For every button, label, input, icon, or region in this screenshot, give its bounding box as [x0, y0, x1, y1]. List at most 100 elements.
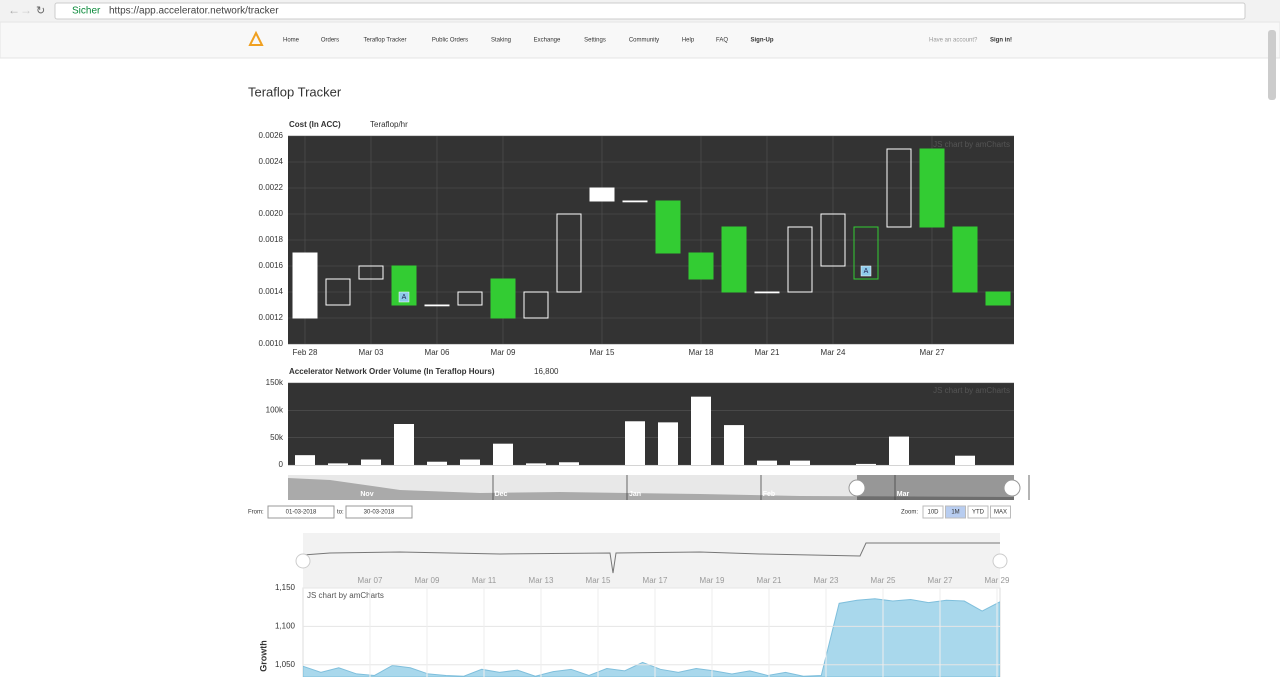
candle-body: [556, 213, 582, 293]
navigator-area: [288, 478, 1014, 500]
credit: JS chart by amCharts: [933, 140, 1010, 149]
url-box[interactable]: [54, 2, 1246, 20]
bar: [625, 421, 645, 465]
candle-body: [325, 278, 351, 306]
navigator-handle[interactable]: [848, 479, 866, 497]
nav-item[interactable]: Community: [629, 38, 659, 44]
scroll-label: Mar 13: [529, 576, 554, 585]
bar: [856, 463, 876, 465]
logo[interactable]: [248, 30, 264, 46]
marker: [860, 265, 872, 277]
scroll-label: Mar 25: [871, 576, 896, 585]
marker-label: A: [864, 268, 869, 275]
back-icon[interactable]: ←: [8, 3, 20, 17]
scrollbar-thumb[interactable]: [1268, 30, 1276, 100]
bar: [691, 396, 711, 465]
nav-item[interactable]: Help: [682, 38, 695, 44]
scrollbar-handle[interactable]: [295, 553, 311, 569]
scroll-label: Mar 29: [985, 576, 1010, 585]
scroll-label: Mar 21: [757, 576, 782, 585]
y-tick-label: 0.0018: [259, 235, 284, 244]
nav-item[interactable]: Settings: [584, 38, 606, 44]
account-prompt: Have an account?: [929, 38, 978, 44]
to-input[interactable]: [345, 505, 413, 519]
reload-icon[interactable]: ↻: [36, 5, 45, 17]
navigator-label: Dec: [495, 491, 508, 498]
bar: [658, 422, 678, 465]
nav-item[interactable]: FAQ: [716, 38, 728, 44]
navigator-label: Mar: [897, 491, 910, 498]
from-value: 01-03-2018: [286, 510, 317, 516]
nav-item[interactable]: Sign-Up: [751, 38, 774, 44]
bar: [328, 463, 348, 465]
marker: [398, 291, 410, 303]
to-label: to:: [337, 510, 344, 516]
candle-body: [655, 200, 681, 254]
candle-body: [985, 291, 1011, 306]
x-tick-label: Feb 28: [293, 348, 318, 357]
zoom-button-label: YTD: [972, 510, 985, 516]
y-tick-label: 1,150: [275, 583, 296, 592]
y-tick-label: 0.0024: [259, 157, 284, 166]
url[interactable]: https://app.accelerator.network/tracker: [109, 6, 279, 17]
scroll-label: Mar 09: [415, 576, 440, 585]
from-label: From:: [248, 510, 264, 516]
candle-body: [589, 187, 615, 202]
navigator-label: Feb: [763, 491, 775, 498]
x-tick-label: Mar 21: [755, 348, 780, 357]
navbar: [0, 21, 1280, 59]
candle-body: [919, 148, 945, 228]
candle-body: [523, 291, 549, 319]
to-value: 30-03-2018: [364, 510, 395, 516]
y-tick-label: 1,100: [275, 621, 296, 630]
nav-item[interactable]: Exchange: [534, 38, 561, 44]
x-tick-label: Mar 27: [920, 348, 945, 357]
zoom-button[interactable]: [990, 505, 1011, 519]
navigator-handle[interactable]: [1003, 479, 1021, 497]
sign-in[interactable]: Sign in!: [990, 38, 1012, 44]
scroll-label: Mar 19: [700, 576, 725, 585]
candle-body: [886, 148, 912, 228]
candle-body: [490, 278, 516, 319]
navigator-label: Nov: [360, 491, 373, 498]
nav-items: Home Orders Teraflop Tracker Public Orders S…: [283, 38, 774, 44]
scrollbar-handle[interactable]: [992, 553, 1008, 569]
candle-body: [787, 226, 813, 293]
nav-item[interactable]: Home: [283, 38, 300, 44]
zoom-button[interactable]: [945, 505, 966, 519]
scrollbar[interactable]: [303, 533, 1000, 588]
bar: [526, 463, 546, 465]
zoom-button-label: 10D: [927, 510, 939, 516]
candle-body: [754, 291, 780, 294]
bar: [295, 455, 315, 465]
y-tick-label: 0.0020: [259, 209, 284, 218]
zoom-button-label: MAX: [994, 510, 1007, 516]
zoom-button[interactable]: [967, 505, 989, 519]
page-title: Teraflop Tracker: [248, 84, 342, 99]
growth-area: [303, 598, 1000, 677]
nav-item[interactable]: Orders: [321, 38, 339, 44]
candle-body: [457, 291, 483, 306]
nav-item[interactable]: Staking: [491, 38, 511, 44]
forward-icon[interactable]: →: [20, 3, 32, 17]
candle-unit: Teraflop/hr: [370, 120, 408, 129]
y-tick-label: 0.0026: [259, 131, 284, 140]
from-input[interactable]: [267, 505, 335, 519]
y-tick-label: 100k: [266, 405, 284, 414]
navigator-selection[interactable]: [857, 475, 1014, 500]
credit: JS chart by amCharts: [307, 591, 384, 600]
nav-item[interactable]: Teraflop Tracker: [363, 38, 406, 44]
y-tick-label: 150k: [266, 378, 284, 387]
bar: [955, 455, 975, 465]
x-tick-label: Mar 09: [491, 348, 516, 357]
bar: [394, 424, 414, 465]
y-tick-label: 50k: [270, 433, 284, 442]
x-tick-label: Mar 18: [689, 348, 714, 357]
zoom-button[interactable]: [922, 505, 944, 519]
candle-body: [424, 304, 450, 307]
nav-item[interactable]: Public Orders: [432, 38, 468, 44]
candle-body: [820, 213, 846, 267]
candle-body: [952, 226, 978, 293]
bar: [724, 425, 744, 465]
